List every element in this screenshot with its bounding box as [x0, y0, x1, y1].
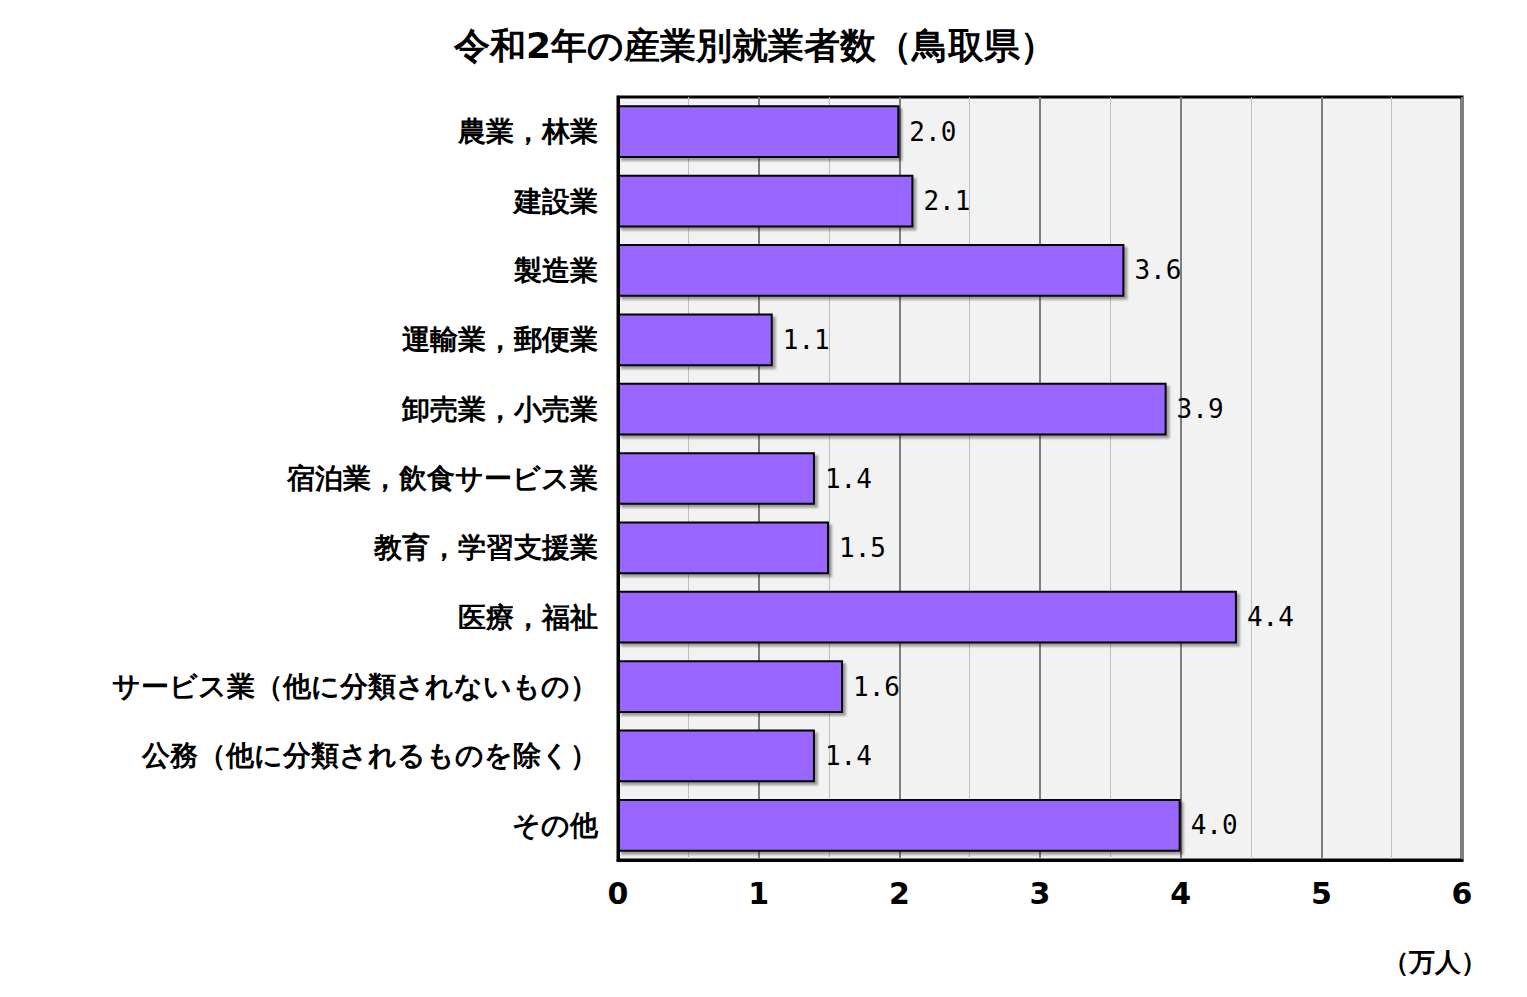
svg-text:5: 5 — [1311, 876, 1332, 911]
svg-text:6: 6 — [1452, 876, 1473, 911]
svg-text:1.5: 1.5 — [839, 533, 886, 563]
svg-text:建設業: 建設業 — [512, 185, 598, 218]
svg-text:公務（他に分類されるものを除く）: 公務（他に分類されるものを除く） — [141, 739, 598, 772]
svg-text:3.9: 3.9 — [1177, 394, 1224, 424]
svg-text:宿泊業，飲食サービス業: 宿泊業，飲食サービス業 — [286, 462, 598, 495]
svg-text:1.6: 1.6 — [853, 672, 900, 702]
svg-text:3.6: 3.6 — [1134, 255, 1181, 285]
svg-text:医療，福祉: 医療，福祉 — [458, 601, 598, 634]
svg-text:4.4: 4.4 — [1247, 602, 1294, 632]
svg-text:1.4: 1.4 — [825, 741, 872, 771]
svg-text:令和2年の産業別就業者数（鳥取県）: 令和2年の産業別就業者数（鳥取県） — [453, 25, 1056, 66]
svg-text:農業，林業: 農業，林業 — [457, 115, 598, 148]
svg-text:卸売業，小売業: 卸売業，小売業 — [401, 393, 598, 426]
svg-text:1.1: 1.1 — [783, 325, 830, 355]
svg-text:2.1: 2.1 — [923, 186, 970, 216]
svg-text:2.0: 2.0 — [909, 117, 956, 147]
svg-text:2: 2 — [889, 876, 910, 911]
svg-text:4: 4 — [1170, 876, 1191, 911]
svg-text:0: 0 — [608, 876, 629, 911]
svg-text:その他: その他 — [512, 809, 599, 842]
svg-text:4.0: 4.0 — [1191, 810, 1238, 840]
svg-text:1.4: 1.4 — [825, 464, 872, 494]
svg-text:1: 1 — [748, 876, 769, 911]
svg-text:教育，学習支援業: 教育，学習支援業 — [373, 531, 598, 564]
svg-text:運輸業，郵便業: 運輸業，郵便業 — [402, 323, 598, 356]
svg-text:（万人）: （万人） — [1383, 947, 1487, 977]
svg-text:3: 3 — [1030, 876, 1051, 911]
svg-text:サービス業（他に分類されないもの）: サービス業（他に分類されないもの） — [112, 670, 598, 703]
svg-text:製造業: 製造業 — [513, 254, 598, 287]
